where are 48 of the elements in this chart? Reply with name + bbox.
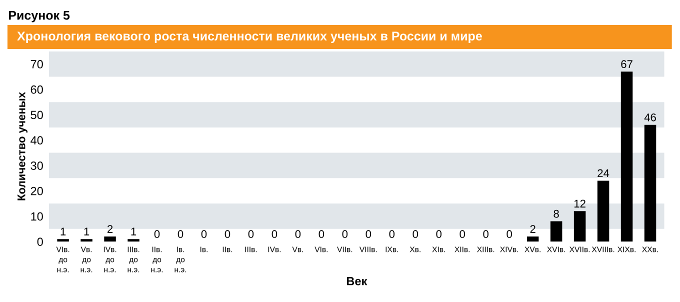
y-tick-label: 10 [31, 212, 43, 221]
data-label: 46 [644, 113, 656, 122]
bar [597, 180, 610, 242]
bar [620, 72, 633, 242]
data-label: 0 [460, 230, 466, 238]
data-label: 8 [554, 210, 559, 218]
bar [526, 236, 539, 242]
bar [128, 239, 140, 242]
bar [80, 239, 92, 242]
chart-title: Хронология векового роста численности великих ученых в России и мире [17, 32, 482, 43]
data-label: 12 [574, 200, 586, 208]
y-tick-label: 50 [30, 110, 43, 120]
y-tick-label: 20 [30, 186, 43, 196]
data-label: 67 [621, 60, 632, 68]
y-tick-label: 0 [37, 238, 43, 246]
data-label: 0 [295, 230, 301, 238]
bar [644, 124, 656, 242]
x-axis-title: Век [346, 277, 368, 286]
data-label: 0 [272, 230, 278, 238]
data-label: 0 [389, 230, 395, 238]
data-label: 1 [60, 228, 66, 236]
data-label: 0 [178, 230, 184, 238]
data-label: 0 [366, 230, 372, 238]
data-label: 24 [598, 169, 610, 178]
bar [104, 236, 116, 242]
data-label: 0 [483, 230, 488, 238]
y-tick-label: 30 [30, 162, 43, 170]
text: Рисунок 5 [8, 11, 70, 22]
y-tick-label: 60 [30, 85, 43, 94]
data-label: 0 [436, 230, 442, 238]
bar [550, 221, 562, 242]
data-label: 2 [530, 225, 536, 233]
data-label: 0 [224, 230, 230, 238]
data-label: 0 [154, 230, 160, 238]
bar [57, 239, 69, 242]
data-label: 2 [108, 225, 113, 233]
data-label: 0 [248, 230, 254, 238]
data-label: 0 [201, 230, 207, 238]
data-label: 0 [412, 230, 418, 238]
bar [574, 211, 586, 242]
y-tick-label: 40 [30, 136, 43, 145]
data-label: 1 [84, 228, 90, 236]
data-label: 0 [506, 230, 512, 238]
y-tick-label: 70 [30, 60, 43, 68]
data-label: 0 [318, 230, 324, 238]
y-axis-title: Количество ученых [18, 92, 28, 200]
data-label: 1 [131, 228, 136, 236]
data-label: 0 [342, 230, 348, 238]
